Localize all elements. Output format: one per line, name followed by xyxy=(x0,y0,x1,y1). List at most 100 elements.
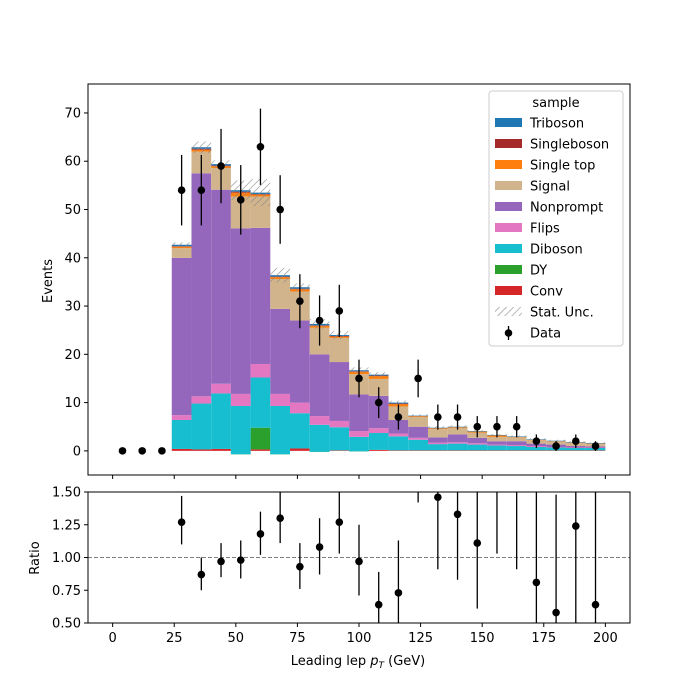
bar-flips xyxy=(408,437,428,440)
bar-flips xyxy=(309,416,330,425)
x-tick-label: 125 xyxy=(408,631,433,646)
data-point xyxy=(276,205,284,214)
bar-diboson xyxy=(526,447,547,451)
stat-unc-hatch xyxy=(250,179,271,207)
x-tick-label: 50 xyxy=(228,631,245,646)
bar-flips xyxy=(349,431,369,437)
legend-swatch xyxy=(495,286,522,295)
data-point xyxy=(197,186,206,194)
bar-diboson xyxy=(230,405,251,455)
x-tick-label: 100 xyxy=(347,631,372,646)
ratio-point xyxy=(177,518,186,526)
x-axis-label-sub: T xyxy=(378,661,385,671)
data-point xyxy=(473,422,482,431)
stat-unc-hatch xyxy=(171,242,192,248)
x-tick-label: 150 xyxy=(470,631,495,646)
bar-conv xyxy=(487,450,507,451)
legend-label: Signal xyxy=(530,180,570,195)
bar-flips xyxy=(290,402,310,414)
bar-diboson xyxy=(250,377,271,428)
bar-diboson xyxy=(270,405,291,455)
stat-unc-hatch xyxy=(408,414,428,418)
bar-conv xyxy=(368,449,389,451)
y-tick-label: 20 xyxy=(64,348,81,363)
bar-signal xyxy=(171,248,192,258)
bar-conv xyxy=(565,450,586,451)
bar-flips xyxy=(467,443,488,445)
legend: sample Triboson Singleboson Single top Signa… xyxy=(488,90,624,347)
y-tick-label: 50 xyxy=(64,203,81,218)
legend-label: Triboson xyxy=(529,117,584,132)
ratio-point xyxy=(355,557,363,566)
legend-label: Nonprompt xyxy=(530,201,603,216)
x-tick-label: 200 xyxy=(593,631,618,646)
legend-label: Conv xyxy=(530,285,563,300)
data-point xyxy=(335,307,344,315)
bar-nonprompt xyxy=(290,320,310,403)
data-point xyxy=(414,374,422,383)
legend-label: DY xyxy=(530,264,547,279)
ratio-point xyxy=(217,557,225,566)
ratio-point xyxy=(434,493,442,502)
data-point xyxy=(138,447,146,455)
legend-swatch xyxy=(495,139,522,148)
bar-single-top xyxy=(368,376,389,379)
bar-signal xyxy=(329,337,350,363)
bar-nonprompt xyxy=(171,257,192,416)
bar-nonprompt xyxy=(230,228,251,394)
y-tick-label: 10 xyxy=(64,396,81,411)
legend-swatch xyxy=(495,244,522,253)
data-point xyxy=(177,186,186,194)
ratio-point xyxy=(315,543,324,551)
bar-diboson xyxy=(191,403,212,450)
bar-signal xyxy=(270,279,291,309)
ratio-y-tick-label: 1.00 xyxy=(52,551,81,566)
x-axis-label-unit: (GeV) xyxy=(384,654,425,669)
legend-data-marker xyxy=(504,329,513,337)
bar-diboson xyxy=(506,446,527,451)
legend-label: Single top xyxy=(530,159,595,174)
bar-nonprompt xyxy=(309,354,330,417)
series-nonprompt xyxy=(171,173,606,448)
bar-signal xyxy=(506,437,527,442)
bar-nonprompt xyxy=(487,441,507,445)
bar-diboson xyxy=(427,444,448,451)
ratio-panel: 0.50 0.75 1.00 1.25 1.50 0 25 50 75 100 125 150 175 2… xyxy=(52,486,631,646)
bar-diboson xyxy=(467,444,488,451)
ratio-point xyxy=(552,608,560,617)
x-axis-label-main: Leading lep xyxy=(291,654,370,669)
ratio-point xyxy=(532,578,541,587)
legend-swatch xyxy=(495,118,522,127)
stat-unc-hatch xyxy=(368,372,389,378)
legend-swatch xyxy=(495,265,522,274)
bar-conv xyxy=(388,450,409,451)
bar-conv xyxy=(447,450,468,451)
legend-label: Diboson xyxy=(530,243,583,258)
ratio-point xyxy=(374,600,383,609)
bar-flips xyxy=(250,363,271,378)
bar-diboson xyxy=(171,419,192,449)
bar-diboson xyxy=(329,427,350,451)
ratio-y-axis-label: Ratio xyxy=(28,541,43,574)
x-tick-label: 175 xyxy=(531,631,556,646)
bar-conv xyxy=(191,449,212,451)
legend-label: Stat. Unc. xyxy=(530,306,594,321)
ratio-y-tick-label: 0.75 xyxy=(52,584,81,599)
y-axis-label: Events xyxy=(41,259,56,303)
main-panel: 0 10 20 30 40 50 60 70 xyxy=(64,83,631,479)
x-axis-label: Leading lep pT (GeV) xyxy=(291,654,425,671)
data-point xyxy=(236,196,245,204)
ratio-point xyxy=(453,510,462,519)
data-point xyxy=(296,297,304,306)
bar-single-top xyxy=(171,246,192,249)
bar-conv xyxy=(329,450,350,451)
bar-nonprompt xyxy=(349,394,369,432)
legend-frame xyxy=(488,90,624,347)
legend-swatch xyxy=(495,181,522,190)
bar-conv xyxy=(467,450,488,451)
bar-nonprompt xyxy=(447,434,468,443)
bar-signal xyxy=(427,429,448,438)
stat-unc-hatch xyxy=(388,400,409,405)
bar-flips xyxy=(487,444,507,446)
series-diboson xyxy=(171,377,606,455)
